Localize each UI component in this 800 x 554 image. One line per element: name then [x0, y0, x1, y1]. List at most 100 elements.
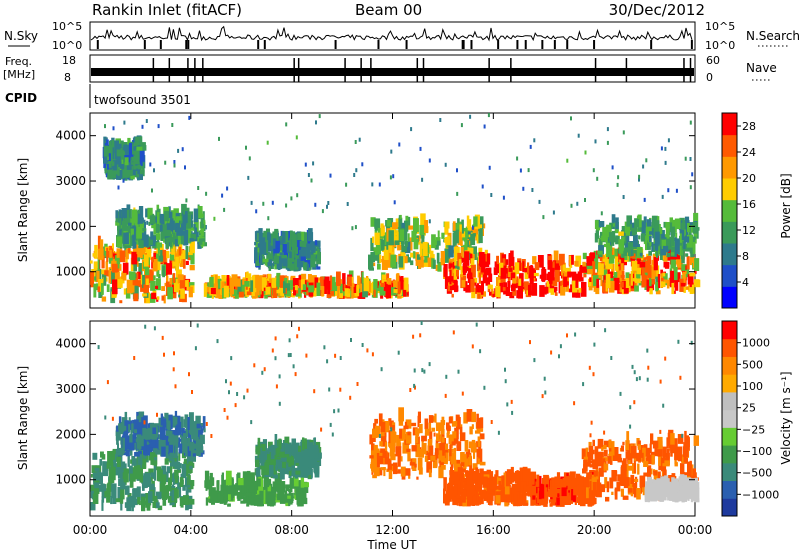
- heatmap-cell: [377, 253, 380, 264]
- heatmap-cell: [300, 231, 306, 242]
- heatmap-cell: [439, 442, 445, 456]
- heatmap-cell: [111, 260, 117, 266]
- heatmap-cell: [131, 423, 134, 433]
- heatmap-cell: [682, 446, 689, 458]
- heatmap-cell: [116, 453, 121, 467]
- heatmap-cell: [310, 178, 313, 183]
- heatmap-cell: [661, 230, 665, 245]
- heatmap-cell: [125, 485, 130, 495]
- heatmap-cell: [647, 465, 652, 480]
- heatmap-cell: [188, 429, 192, 439]
- heatmap-cell: [397, 244, 403, 251]
- heatmap-cell: [407, 257, 411, 263]
- heatmap-cell: [469, 468, 475, 483]
- heatmap-cell: [106, 247, 109, 262]
- heatmap-cell: [123, 120, 126, 125]
- heatmap-cell: [274, 250, 279, 260]
- heatmap-cell: [112, 466, 116, 481]
- heatmap-cell: [137, 210, 143, 224]
- heatmap-cell: [620, 445, 624, 452]
- heatmap-cell: [623, 469, 627, 485]
- heatmap-cell: [432, 241, 438, 245]
- heatmap-cell: [423, 262, 429, 267]
- heatmap-cell: [674, 279, 678, 288]
- heatmap-cell: [344, 288, 349, 296]
- heatmap-cell: [393, 462, 398, 475]
- heatmap-cell: [152, 258, 158, 272]
- heatmap-cell: [461, 257, 465, 263]
- heatmap-cell: [153, 448, 158, 453]
- heatmap-cell: [589, 481, 593, 488]
- heatmap-cell: [560, 479, 563, 495]
- heatmap-cell: [269, 278, 275, 287]
- heatmap-cell: [561, 487, 567, 497]
- heatmap-cell: [585, 447, 589, 459]
- heatmap-cell: [162, 265, 165, 278]
- heatmap-cell: [466, 498, 471, 507]
- heatmap-cell: [368, 254, 374, 270]
- heatmap-cell: [140, 493, 146, 499]
- heatmap-cell: [410, 127, 413, 132]
- heatmap-cell: [656, 265, 660, 278]
- heatmap-cell: [286, 242, 290, 253]
- heatmap-cell: [205, 191, 208, 196]
- heatmap-cell: [459, 432, 466, 442]
- heatmap-cell: [301, 501, 304, 507]
- heatmap-cell: [179, 280, 185, 289]
- heatmap-cell: [602, 255, 607, 262]
- heatmap-cell: [392, 425, 395, 431]
- heatmap-cell: [185, 198, 188, 203]
- heatmap-cell: [460, 266, 465, 281]
- heatmap-cell: [295, 470, 301, 475]
- heatmap-cell: [104, 491, 109, 497]
- heatmap-cell: [692, 468, 696, 480]
- heatmap-cell: [235, 292, 242, 297]
- heatmap-cell: [129, 476, 134, 488]
- heatmap-cell: [476, 427, 483, 432]
- heatmap-cell: [447, 482, 454, 488]
- heatmap-cell: [508, 254, 512, 268]
- heatmap-cell: [626, 476, 629, 487]
- heatmap-cell: [665, 222, 670, 229]
- colorbar-frame: [721, 112, 738, 309]
- heatmap-cell: [353, 173, 356, 177]
- heatmap-cell: [257, 494, 261, 499]
- heatmap-cell: [155, 210, 158, 219]
- heatmap-cell: [531, 485, 537, 496]
- heatmap-cell: [666, 252, 671, 258]
- heatmap-cell: [174, 239, 180, 247]
- heatmap-cell: [578, 287, 582, 293]
- heatmap-cell: [297, 258, 300, 268]
- heatmap-cell: [448, 489, 454, 500]
- heatmap-cell: [613, 276, 620, 291]
- heatmap-cell: [303, 467, 310, 476]
- heatmap-cell: [157, 505, 163, 511]
- heatmap-cell: [129, 209, 132, 219]
- heatmap-cell: [657, 274, 660, 289]
- heatmap-cell: [137, 164, 141, 170]
- heatmap-cell: [120, 488, 125, 500]
- heatmap-cell: [593, 275, 599, 287]
- heatmap-cell: [253, 495, 258, 506]
- heatmap-cell: [596, 278, 600, 288]
- heatmap-cell: [575, 273, 579, 288]
- heatmap-cell: [619, 243, 624, 254]
- heatmap-cell: [127, 246, 131, 254]
- heatmap-cell: [667, 138, 670, 143]
- heatmap-cell: [257, 487, 262, 499]
- heatmap-cell: [495, 476, 499, 485]
- heatmap-cell: [110, 496, 113, 505]
- heatmap-cell: [306, 456, 312, 465]
- heatmap-cell: [595, 230, 599, 239]
- heatmap-cell: [138, 458, 143, 472]
- heatmap-cell: [587, 269, 593, 275]
- heatmap-cell: [478, 251, 482, 266]
- heatmap-cell: [121, 272, 127, 281]
- heatmap-cell: [125, 148, 131, 155]
- heatmap-cell: [511, 472, 517, 482]
- heatmap-cell: [434, 452, 438, 467]
- heatmap-cell: [124, 245, 127, 257]
- heatmap-cell: [262, 439, 267, 448]
- heatmap-cell: [170, 210, 176, 224]
